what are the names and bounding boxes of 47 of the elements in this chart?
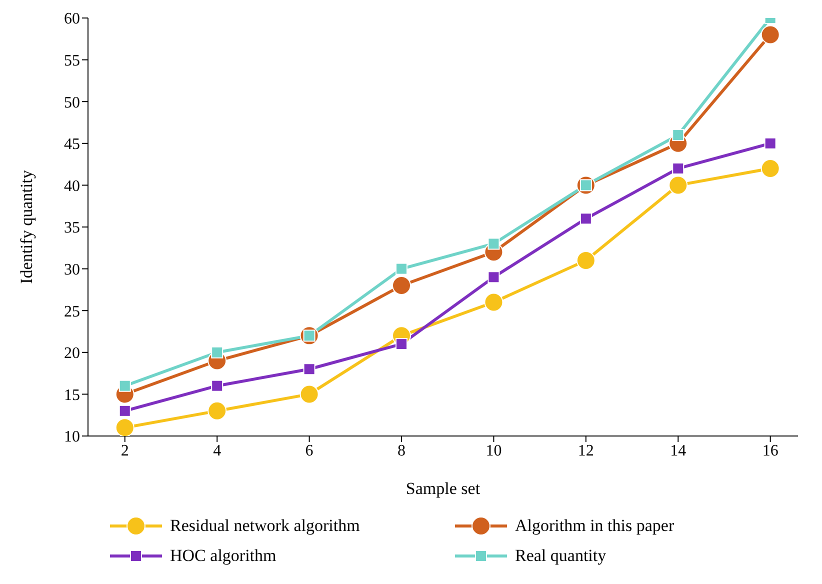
y-axis-title: Identify quantity xyxy=(17,170,36,284)
point xyxy=(760,158,780,178)
x-tick-label: 12 xyxy=(578,442,594,460)
x-tick-label: 14 xyxy=(670,442,686,460)
x-axis-title: Sample set xyxy=(406,479,480,498)
x-tick-label: 16 xyxy=(762,442,778,460)
y-tick-label: 50 xyxy=(64,94,80,112)
point xyxy=(580,212,592,225)
x-tick-label: 10 xyxy=(486,442,502,460)
y-tick-label: 60 xyxy=(64,10,80,28)
y-tick-label: 30 xyxy=(64,261,80,278)
point xyxy=(488,271,500,284)
y-tick-label: 15 xyxy=(64,386,80,404)
point xyxy=(392,276,412,296)
point xyxy=(303,363,316,376)
point xyxy=(118,380,131,392)
point xyxy=(115,418,134,436)
legend-label: HOC algorithm xyxy=(170,546,276,566)
y-tick-label: 20 xyxy=(64,345,80,362)
legend-label: Real quantity xyxy=(515,546,606,566)
point xyxy=(488,238,500,250)
x-tick-label: 8 xyxy=(398,442,406,460)
point xyxy=(672,162,684,174)
y-tick-label: 25 xyxy=(64,303,80,320)
y-tick-label: 10 xyxy=(64,428,80,446)
point xyxy=(396,262,408,275)
point xyxy=(300,384,319,404)
point xyxy=(211,380,224,392)
point xyxy=(208,401,227,420)
y-tick-label: 35 xyxy=(64,220,80,237)
y-tick-label: 40 xyxy=(64,178,80,195)
legend-label: Residual network algorithm xyxy=(170,516,360,536)
legend-label: Algorithm in this paper xyxy=(515,516,674,536)
point xyxy=(576,250,596,270)
point xyxy=(764,137,776,150)
point xyxy=(668,176,688,195)
point xyxy=(672,129,684,142)
x-tick-label: 4 xyxy=(213,442,222,460)
point xyxy=(484,292,504,312)
point xyxy=(118,404,131,417)
point xyxy=(211,346,224,358)
x-tick-label: 2 xyxy=(120,442,129,460)
y-tick-label: 45 xyxy=(64,136,80,154)
x-tick-label: 6 xyxy=(305,442,314,460)
y-tick-label: 55 xyxy=(64,52,80,70)
point xyxy=(396,338,408,350)
point xyxy=(760,25,780,44)
